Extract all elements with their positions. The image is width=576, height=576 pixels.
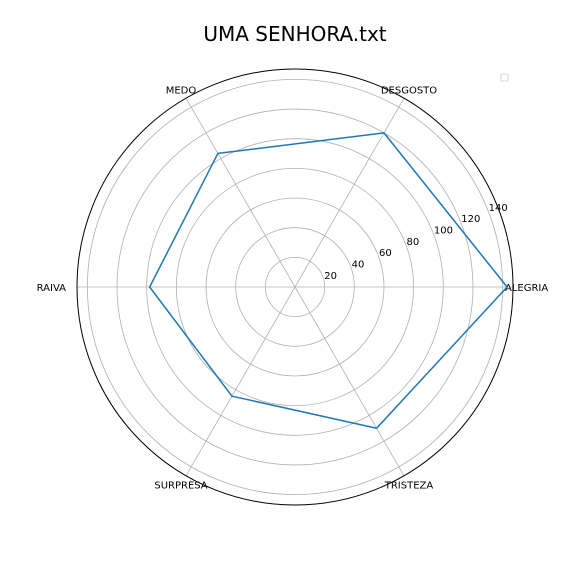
r-tick-label: 100 xyxy=(434,225,453,236)
r-tick-label: 140 xyxy=(489,203,508,214)
r-tick-label: 80 xyxy=(406,237,419,248)
category-labels: ALEGRIA DESGOSTO MEDO RAIVA SURPRESA TRISTEZA xyxy=(37,86,549,492)
category-label: SURPRESA xyxy=(154,480,207,491)
spoke-line xyxy=(185,98,296,288)
chart-title: UMA SENHORA.txt xyxy=(203,22,386,46)
spoke-line xyxy=(185,286,296,476)
legend-box[interactable] xyxy=(500,73,509,82)
r-tick-label: 20 xyxy=(324,271,337,282)
spoke-line xyxy=(294,98,405,288)
polar-frame xyxy=(76,68,514,506)
series-layer xyxy=(148,132,508,430)
category-label: RAIVA xyxy=(37,283,67,294)
spoke-line xyxy=(294,286,405,476)
r-tick-label: 120 xyxy=(461,214,480,225)
r-tick-label: 60 xyxy=(379,248,392,259)
category-label: DESGOSTO xyxy=(381,86,437,97)
category-label: MEDO xyxy=(166,86,197,97)
radial-grid xyxy=(76,68,514,506)
radial-tick-labels: 20 40 60 80 100 120 140 xyxy=(324,203,508,282)
category-label: ALEGRIA xyxy=(505,283,548,294)
r-tick-label: 40 xyxy=(352,260,365,271)
category-label: TRISTEZA xyxy=(384,480,434,491)
